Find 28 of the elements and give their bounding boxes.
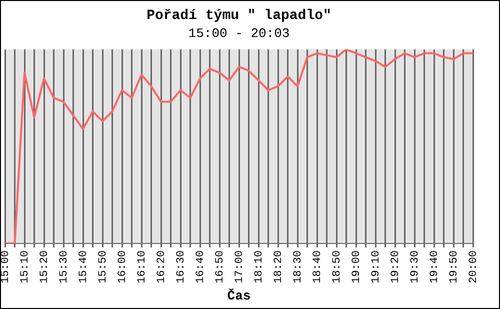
- x-tick-label: 20:00: [468, 250, 480, 284]
- x-tick-label: 18:20: [272, 250, 285, 284]
- x-tick-label: 16:40: [194, 250, 207, 284]
- x-tick-label: 19:30: [409, 250, 422, 284]
- x-tick-label: 18:30: [292, 250, 304, 284]
- x-tick-label: 19:50: [448, 250, 460, 284]
- x-tick-label: 15:30: [58, 250, 70, 284]
- x-tick-label: 16:20: [156, 250, 168, 284]
- x-tick-label: 19:10: [370, 250, 382, 284]
- x-tick-label: 16:50: [214, 250, 226, 284]
- x-tick-label: 15:20: [38, 250, 51, 284]
- x-axis-title: Čas: [227, 288, 251, 304]
- x-tick-label: 15:10: [19, 250, 32, 284]
- x-tick-label: 16:10: [136, 250, 148, 284]
- x-tick-label: 16:30: [175, 250, 188, 284]
- x-tick-label: 18:50: [331, 250, 344, 284]
- chart-title: Pořadí týmu " lapadlo": [146, 8, 332, 24]
- x-tick-label: 15:00: [0, 250, 12, 284]
- x-tick-label: 18:40: [312, 250, 324, 284]
- x-tick-label: 19:40: [428, 250, 441, 284]
- x-tick-label: 19:00: [350, 250, 363, 284]
- x-tick-label: 17:00: [234, 250, 246, 284]
- chart-subtitle: 15:00 - 20:03: [188, 26, 290, 42]
- x-tick-label: 19:20: [390, 250, 402, 284]
- x-tick-label: 15:40: [78, 250, 90, 284]
- x-tick-label: 15:50: [97, 250, 110, 284]
- x-tick-label: 16:00: [116, 250, 129, 284]
- x-tick-label: 18:10: [253, 250, 266, 284]
